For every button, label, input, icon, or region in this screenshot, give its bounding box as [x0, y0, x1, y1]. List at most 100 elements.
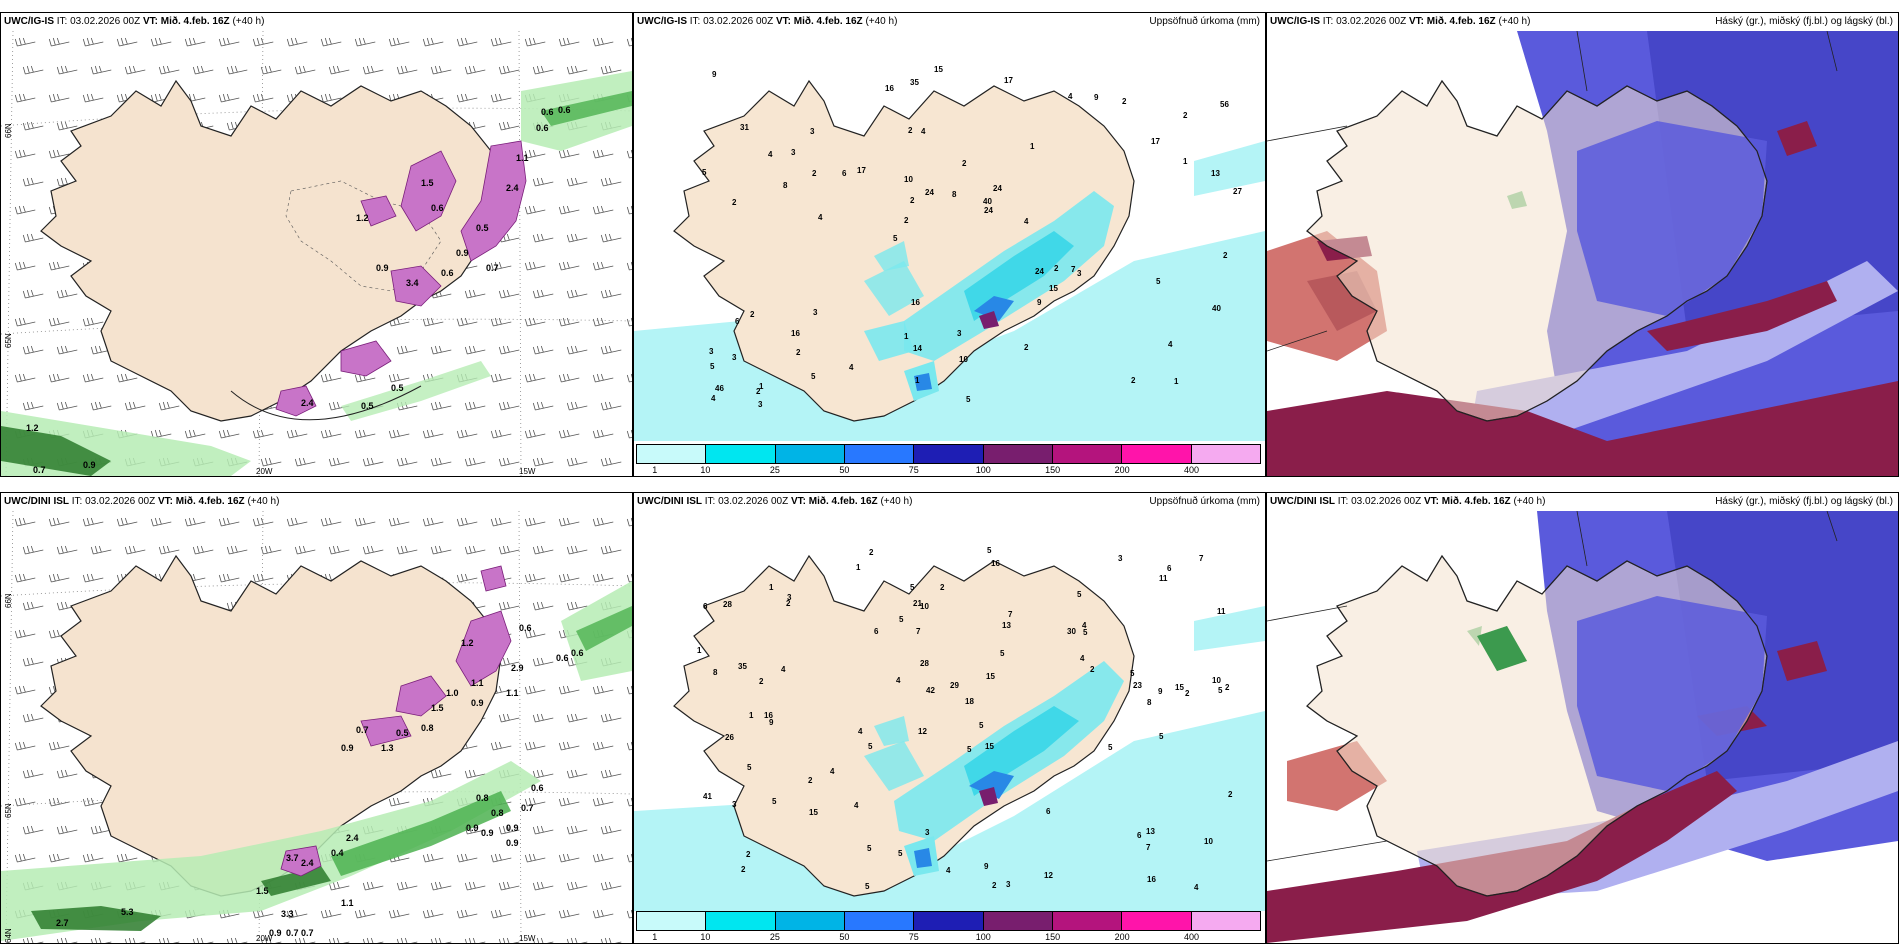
wind-barb — [490, 517, 512, 527]
precip-value: 4 — [768, 150, 773, 159]
wind-barb — [592, 741, 614, 751]
wind-barb — [396, 345, 418, 355]
wind-barb — [524, 741, 546, 751]
legend-swatch — [706, 445, 776, 463]
lat-label: 65N — [4, 803, 13, 818]
wind-barb — [498, 825, 520, 835]
legend-swatch — [1122, 912, 1192, 930]
wind-barb — [600, 289, 622, 299]
wind-barb — [48, 261, 70, 271]
wind-barb — [592, 261, 614, 271]
snow-value: 5.3 — [121, 907, 134, 917]
precip-value: 35 — [738, 662, 747, 671]
precip-value: 9 — [984, 862, 989, 871]
precip-value: 26 — [725, 733, 734, 742]
wind-barb — [260, 937, 282, 943]
snow-value: 1.2 — [461, 638, 474, 648]
wind-barb — [320, 429, 342, 439]
precip-value: 5 — [966, 395, 971, 404]
precip-value: 1 — [904, 332, 909, 341]
precip-value: 5 — [865, 882, 870, 891]
wind-barb — [286, 429, 308, 439]
snow-value: 2.4 — [301, 398, 314, 408]
wind-barb — [294, 457, 316, 467]
legend-tick: 150 — [1045, 932, 1061, 942]
precip-value: 16 — [991, 559, 1000, 568]
snow-value: 1.1 — [471, 678, 484, 688]
precip-value: 27 — [1233, 187, 1242, 196]
precip-value: 3 — [925, 828, 930, 837]
precip-value: 5 — [1218, 686, 1223, 695]
precip-value: 2 — [796, 348, 801, 357]
wind-barb — [48, 853, 70, 863]
wind-barb — [388, 429, 410, 439]
precip-value: 16 — [764, 711, 773, 720]
legend-swatch — [775, 445, 845, 463]
precip-value: 9 — [1094, 93, 1099, 102]
precip-value: 7 — [1008, 610, 1013, 619]
precip-value: 7 — [1071, 265, 1076, 274]
precip-value: 40 — [1212, 304, 1221, 313]
wind-barb — [56, 545, 78, 555]
precip-value: 3 — [813, 308, 818, 317]
wind-barb — [498, 937, 520, 943]
precip-value: 2 — [1090, 665, 1095, 674]
wind-barb — [14, 205, 36, 215]
wind-barb — [396, 457, 418, 467]
snow-value: 2.4 — [346, 833, 359, 843]
precip-value: 5 — [1156, 277, 1161, 286]
snow-panel-row1: UWC/IG-IS IT: 03.02.2026 00Z VT: Mið. 4.… — [0, 12, 633, 477]
precip-value: 24 — [993, 184, 1002, 193]
wind-barb — [48, 741, 70, 751]
legend-tick: 25 — [769, 465, 780, 475]
legend-tick: 10 — [700, 465, 711, 475]
wind-barb — [626, 853, 632, 863]
precip-value: 46 — [715, 384, 724, 393]
wind-barb — [22, 545, 44, 555]
wind-barb — [558, 573, 580, 583]
wind-barb — [48, 93, 70, 103]
precip-value: 5 — [868, 742, 873, 751]
legend-swatch — [1191, 445, 1260, 463]
precip-value: 3 — [709, 347, 714, 356]
iceland-land — [40, 554, 502, 897]
wind-barb — [592, 517, 614, 527]
legend-tick: 100 — [975, 932, 991, 942]
cloud-map — [1267, 511, 1898, 943]
wind-barb — [532, 65, 554, 75]
precip-value: 11 — [1159, 574, 1168, 583]
wind-barb — [490, 37, 512, 47]
snow-value: 0.6 — [556, 653, 569, 663]
wind-barb — [430, 401, 452, 411]
wind-barb — [626, 149, 632, 159]
precip-value: 8 — [783, 181, 788, 190]
wind-barb — [626, 741, 632, 751]
snow-value: 0.6 — [558, 105, 571, 115]
legend-swatch — [775, 912, 845, 930]
wind-barb — [124, 65, 146, 75]
wind-barb — [354, 517, 376, 527]
precip-value: 1 — [697, 646, 702, 655]
wind-barb — [56, 401, 78, 411]
wind-barb — [56, 937, 78, 943]
snow-value: 0.5 — [391, 383, 404, 393]
precip-value: 1 — [1030, 142, 1035, 151]
precip-value: 56 — [1220, 100, 1229, 109]
legend-tick: 200 — [1114, 465, 1130, 475]
precip-value: 9 — [712, 70, 717, 79]
wind-barb — [566, 769, 588, 779]
wind-barb — [626, 685, 632, 695]
wind-barb — [192, 937, 214, 943]
precip-panel-row1: UWC/IG-IS IT: 03.02.2026 00Z VT: Mið. 4.… — [633, 12, 1266, 477]
wind-barb — [524, 909, 546, 919]
wind-barb — [524, 261, 546, 271]
precip-value: 3 — [787, 593, 792, 602]
wind-barb — [566, 401, 588, 411]
precip-value: 9 — [769, 718, 774, 727]
snow-value: 0.7 — [521, 803, 534, 813]
wind-barb — [124, 937, 146, 943]
wind-barb — [56, 65, 78, 75]
wind-barb — [90, 65, 112, 75]
wind-barb — [490, 853, 512, 863]
precip-value: 24 — [984, 206, 993, 215]
